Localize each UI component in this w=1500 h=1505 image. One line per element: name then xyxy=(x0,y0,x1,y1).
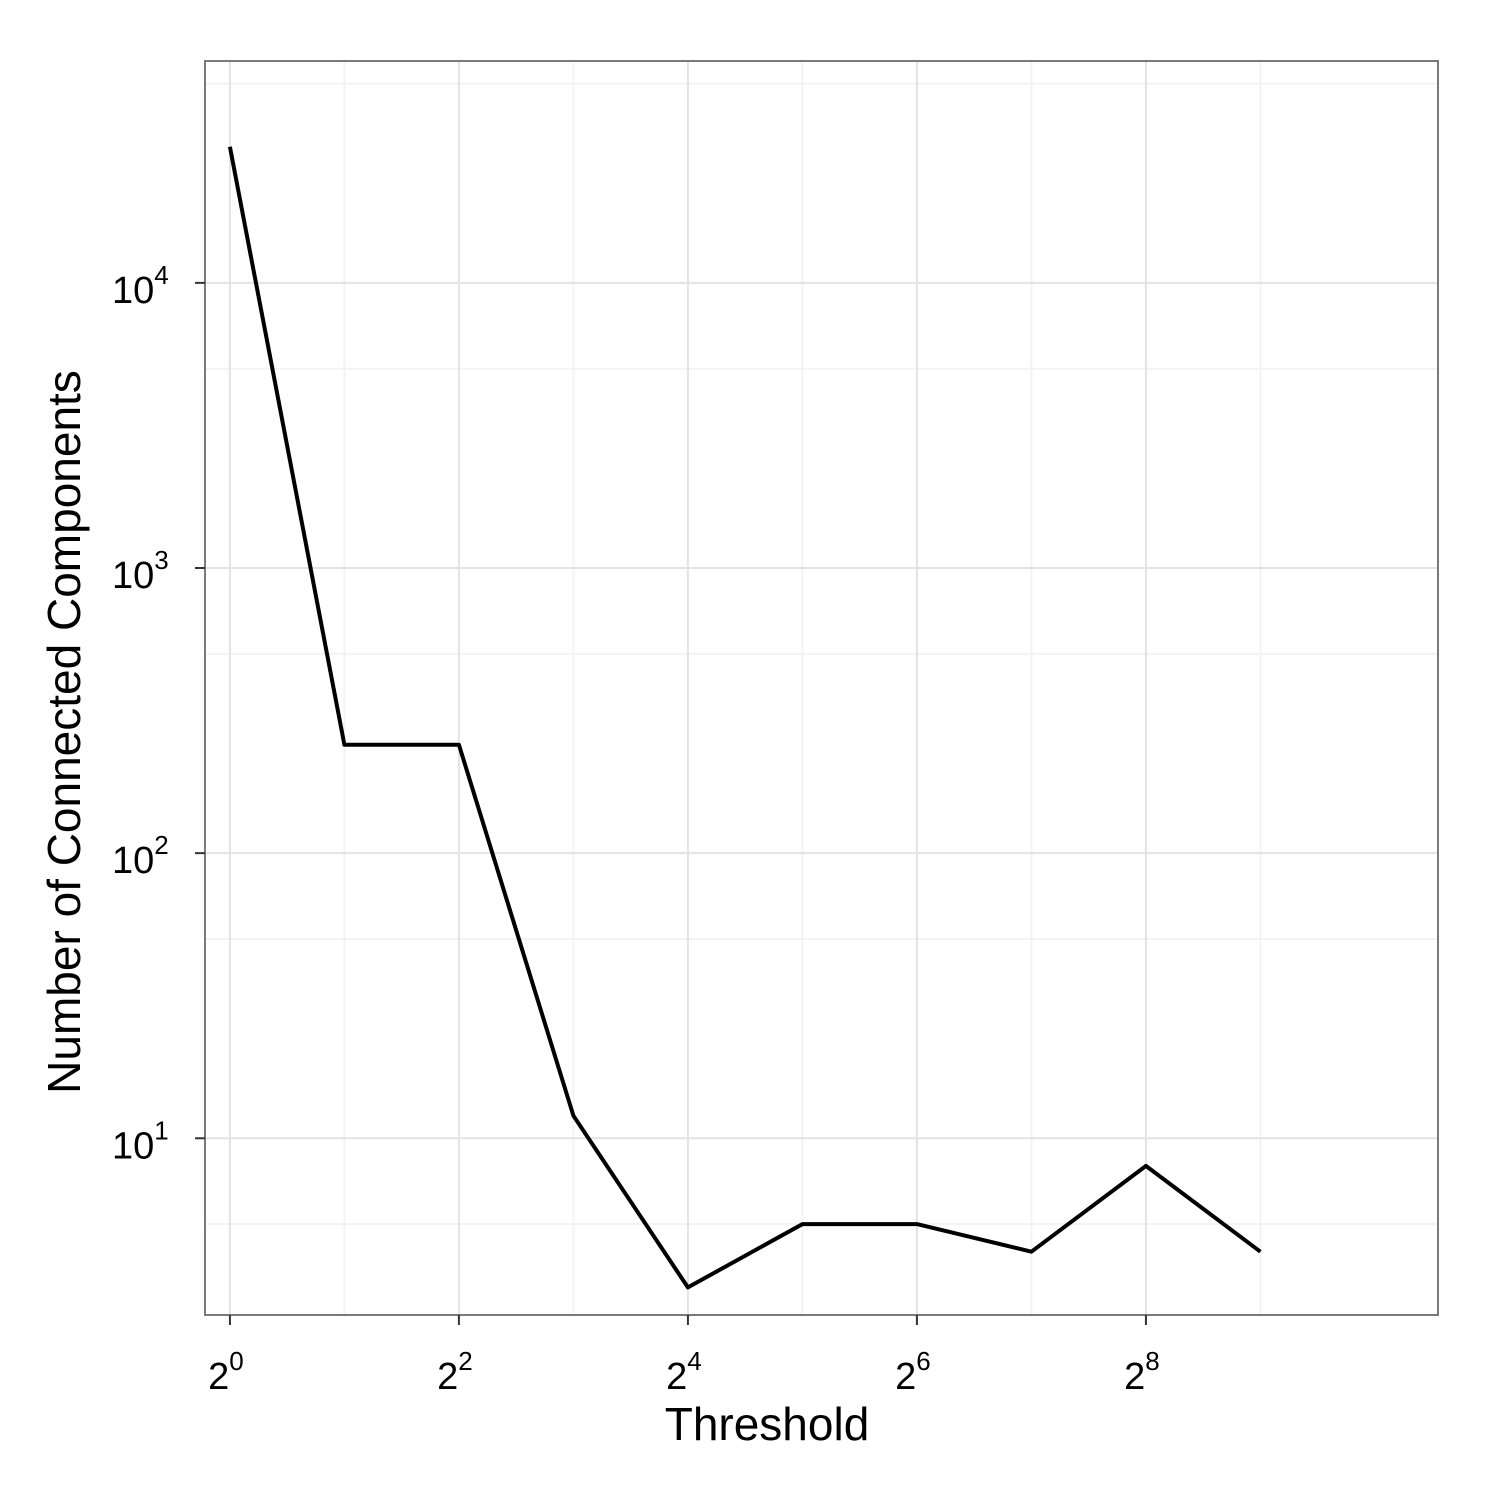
series-layer xyxy=(227,146,1262,1290)
x-axis-title: Threshold xyxy=(665,1398,870,1450)
axis-ticks: 20 22 24 26 28 101 102 103 104 xyxy=(112,260,1160,1398)
grid-lines xyxy=(205,61,1438,1315)
y-axis-title: Number of Connected Components xyxy=(38,370,90,1094)
plot-background xyxy=(205,61,1438,1315)
y-tick-label: 104 xyxy=(112,260,169,312)
y-tick-label: 101 xyxy=(112,1115,169,1167)
x-tick-label: 22 xyxy=(437,1346,473,1398)
y-tick-label: 102 xyxy=(112,830,169,882)
x-tick-label: 26 xyxy=(895,1346,931,1398)
x-tick-label: 24 xyxy=(666,1346,702,1398)
series-line xyxy=(227,146,1262,1290)
x-tick-label: 28 xyxy=(1124,1346,1160,1398)
x-tick-label: 20 xyxy=(208,1346,244,1398)
y-tick-label: 103 xyxy=(112,545,169,597)
plot-border xyxy=(204,60,1439,1316)
